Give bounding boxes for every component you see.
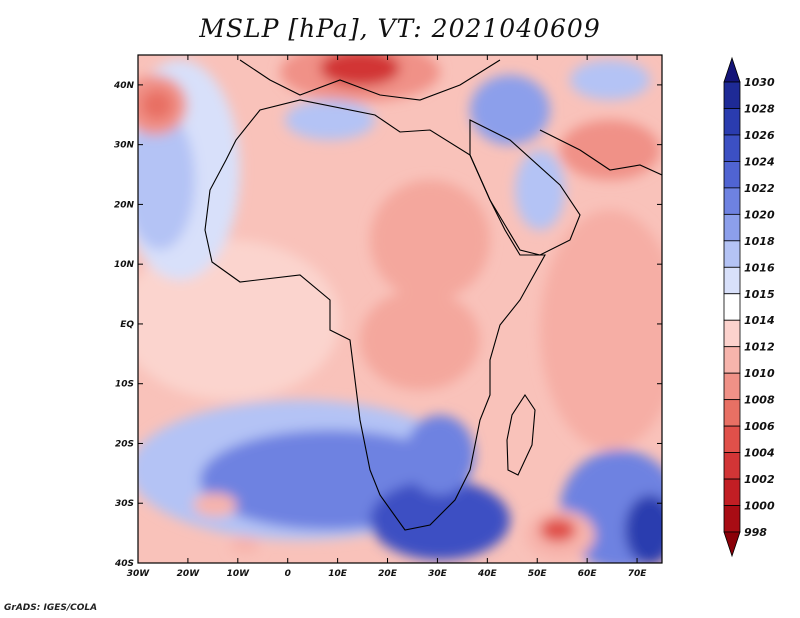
lat-label: 20N bbox=[114, 200, 135, 210]
lon-label: 10E bbox=[328, 569, 348, 579]
colorbar-segment bbox=[723, 81, 741, 109]
colorbar-label: 1004 bbox=[744, 447, 775, 460]
lon-label: 40E bbox=[477, 569, 498, 579]
lon-label: 70E bbox=[628, 569, 648, 579]
lat-label: 20S bbox=[115, 439, 134, 449]
coastlines bbox=[204, 59, 662, 531]
colorbar-segment bbox=[723, 240, 741, 268]
colorbar-label: 1000 bbox=[744, 500, 775, 513]
lat-label: EQ bbox=[120, 320, 134, 330]
colorbar-label: 1028 bbox=[744, 102, 775, 115]
colorbar-segment bbox=[723, 425, 741, 453]
colorbar-segment bbox=[723, 213, 741, 242]
longitude-axis: 30W 20W 10W 0 10E 20E 30E 40E 50E 60E 70E bbox=[127, 55, 647, 579]
colorbar-segment bbox=[723, 108, 741, 136]
lon-label: 60E bbox=[578, 569, 598, 579]
colorbar-label: 1020 bbox=[744, 208, 775, 221]
lat-label: 40S bbox=[114, 559, 134, 569]
colorbar-segment bbox=[723, 293, 741, 321]
lat-label: 10S bbox=[115, 380, 134, 390]
chart-title: MSLP [hPa], VT: 2021040609 bbox=[199, 14, 601, 43]
colorbar-segment bbox=[723, 266, 741, 295]
colorbar-top-triangle bbox=[723, 56, 741, 83]
colorbar: 1030 1028 1026 1024 1022 1020 1018 1016 1015 1014… bbox=[723, 56, 775, 558]
colorbar-label: 998 bbox=[744, 526, 767, 539]
map-frame bbox=[137, 54, 663, 564]
colorbar-label: 1002 bbox=[744, 473, 775, 486]
colorbar-segment bbox=[723, 134, 741, 162]
lon-label: 0 bbox=[285, 569, 291, 579]
colorbar-label: 1030 bbox=[744, 76, 775, 89]
colorbar-segment bbox=[723, 187, 741, 215]
arabia-outline bbox=[469, 119, 581, 256]
europe-outline bbox=[239, 59, 501, 101]
colorbar-label: 1024 bbox=[744, 155, 775, 168]
colorbar-label: 1012 bbox=[744, 341, 775, 354]
africa-outline bbox=[204, 99, 546, 531]
colorbar-segment bbox=[723, 372, 741, 401]
credit-label: GrADS: IGES/COLA bbox=[4, 603, 98, 613]
colorbar-segment bbox=[723, 399, 741, 427]
colorbar-label: 1010 bbox=[744, 367, 775, 380]
colorbar-label: 1014 bbox=[744, 314, 775, 327]
colorbar-bottom-triangle bbox=[723, 531, 741, 558]
colorbar-segment bbox=[723, 505, 741, 533]
colorbar-label: 1008 bbox=[744, 394, 775, 407]
colorbar-segment bbox=[723, 452, 741, 480]
lat-label: 10N bbox=[114, 260, 135, 270]
colorbar-label: 1022 bbox=[744, 182, 775, 195]
colorbar-segment bbox=[723, 478, 741, 506]
lon-label: 30W bbox=[127, 569, 151, 579]
latitude-axis: 40N 30N 20N 10N EQ 10S 20S 30S 40S bbox=[113, 81, 662, 569]
asia-outline bbox=[539, 129, 662, 176]
colorbar-segment bbox=[723, 346, 741, 374]
lon-label: 10W bbox=[227, 569, 251, 579]
colorbar-label: 1026 bbox=[744, 129, 775, 142]
colorbar-label: 1018 bbox=[744, 235, 775, 248]
lon-label: 20W bbox=[177, 569, 201, 579]
colorbar-label: 1006 bbox=[744, 420, 775, 433]
lat-label: 30N bbox=[114, 141, 135, 151]
lon-label: 20E bbox=[378, 569, 398, 579]
lat-label: 40N bbox=[113, 81, 135, 91]
lon-label: 30E bbox=[428, 569, 448, 579]
colorbar-segment bbox=[723, 161, 741, 189]
lon-label: 50E bbox=[528, 569, 548, 579]
colorbar-label: 1016 bbox=[744, 261, 775, 274]
pressure-field bbox=[138, 55, 662, 563]
lat-label: 30S bbox=[115, 499, 134, 509]
colorbar-segment bbox=[723, 319, 741, 348]
madagascar-outline bbox=[506, 393, 536, 476]
colorbar-label: 1015 bbox=[744, 288, 775, 301]
